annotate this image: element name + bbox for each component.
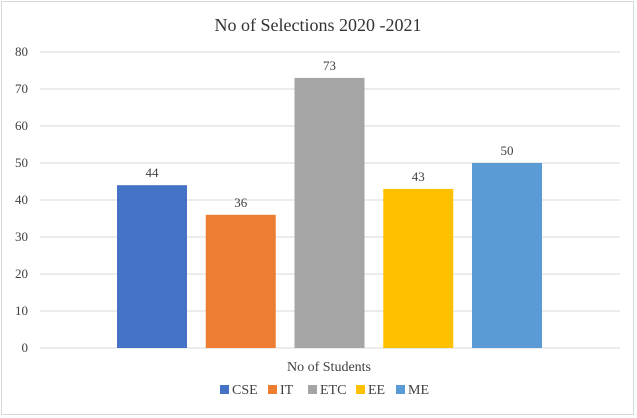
bar-it xyxy=(205,214,276,348)
chart-title: No of Selections 2020 -2021 xyxy=(215,15,422,35)
y-axis-ticks: 0 10 20 30 40 50 60 70 80 xyxy=(15,44,28,355)
legend-item-me: ME xyxy=(396,383,429,398)
y-tick-label: 50 xyxy=(15,155,28,170)
bar-cse xyxy=(117,185,187,348)
legend-label-ee: EE xyxy=(368,383,385,398)
data-labels: 44 36 73 43 50 xyxy=(146,58,514,210)
legend-label-cse: CSE xyxy=(232,383,258,398)
legend-swatch-etc xyxy=(308,385,317,394)
data-label-cse: 44 xyxy=(146,165,160,180)
y-tick-label: 30 xyxy=(15,229,28,244)
y-tick-label: 0 xyxy=(22,340,29,355)
y-tick-label: 10 xyxy=(15,303,28,318)
legend-item-it: IT xyxy=(268,383,294,398)
legend-swatch-it xyxy=(268,385,277,394)
legend: CSE IT ETC EE ME xyxy=(220,383,429,398)
data-label-ee: 43 xyxy=(412,169,425,184)
y-tick-label: 60 xyxy=(15,118,28,133)
legend-swatch-ee xyxy=(356,385,365,394)
bar-etc xyxy=(294,77,365,349)
legend-item-cse: CSE xyxy=(220,383,258,398)
bars xyxy=(117,77,542,349)
y-tick-label: 40 xyxy=(15,192,28,207)
bar-ee xyxy=(383,188,454,348)
x-axis-title: No of Students xyxy=(287,360,371,375)
legend-label-me: ME xyxy=(408,383,429,398)
legend-swatch-cse xyxy=(220,385,229,394)
data-label-me: 50 xyxy=(501,143,514,158)
bar-me xyxy=(472,163,542,348)
y-tick-label: 20 xyxy=(15,266,28,281)
y-tick-label: 80 xyxy=(15,44,28,59)
legend-swatch-me xyxy=(396,385,405,394)
data-label-it: 36 xyxy=(234,195,248,210)
data-label-etc: 73 xyxy=(323,58,336,73)
legend-label-it: IT xyxy=(280,383,294,398)
legend-item-etc: ETC xyxy=(308,383,346,398)
legend-item-ee: EE xyxy=(356,383,385,398)
legend-label-etc: ETC xyxy=(320,383,346,398)
y-tick-label: 70 xyxy=(15,81,28,96)
